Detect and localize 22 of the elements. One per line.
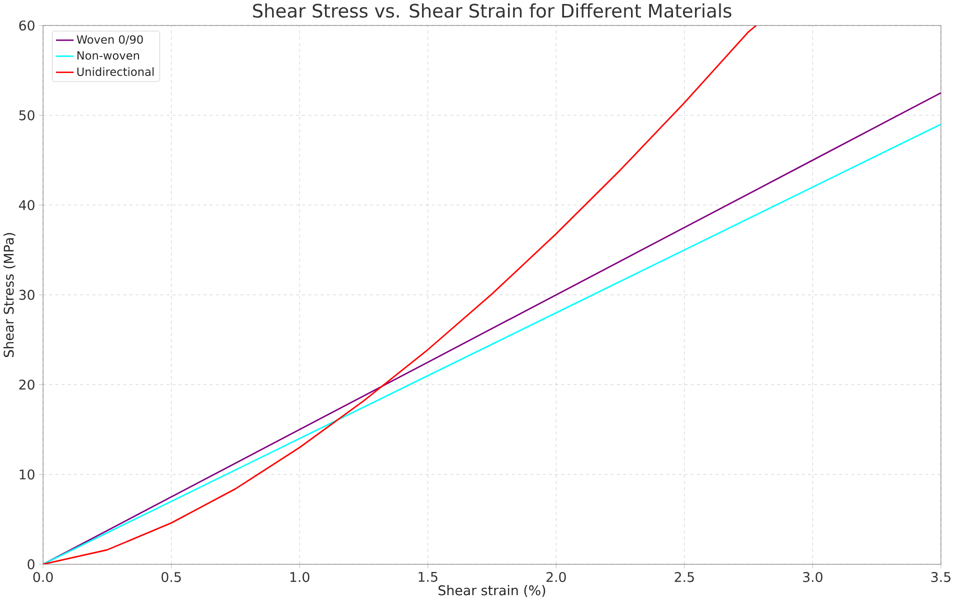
legend-label: Unidirectional: [77, 67, 154, 76]
chart-title: Shear Stress vs. Shear Strain for Different Materials: [253, 3, 732, 18]
x-tick-label: 0.5: [162, 572, 181, 582]
y-axis-title: Shear Stress (MPa): [3, 232, 16, 357]
x-tick-label: 1.5: [418, 572, 438, 582]
y-tick-label: 50: [19, 110, 34, 120]
y-tick-label: 30: [19, 290, 34, 300]
y-tick-label: 60: [19, 20, 34, 30]
x-tick-label: 2.5: [674, 572, 694, 582]
y-tick-label: 20: [19, 379, 34, 390]
line-series: [43, 25, 757, 564]
y-tick-label: 0: [28, 558, 34, 570]
legend-label: Non-woven: [77, 51, 140, 60]
x-tick-label: 0.0: [33, 572, 53, 582]
y-tick-label: 10: [20, 469, 34, 480]
x-tick-label: 3.5: [931, 572, 950, 582]
x-tick-label: 2.0: [546, 572, 566, 582]
y-tick-label: 40: [18, 200, 34, 210]
x-tick-label: 1.0: [290, 572, 310, 582]
legend-label: Woven 0/90: [76, 35, 143, 44]
x-axis-title: Shear strain (%): [438, 584, 546, 597]
x-tick-label: 3.0: [803, 572, 822, 582]
